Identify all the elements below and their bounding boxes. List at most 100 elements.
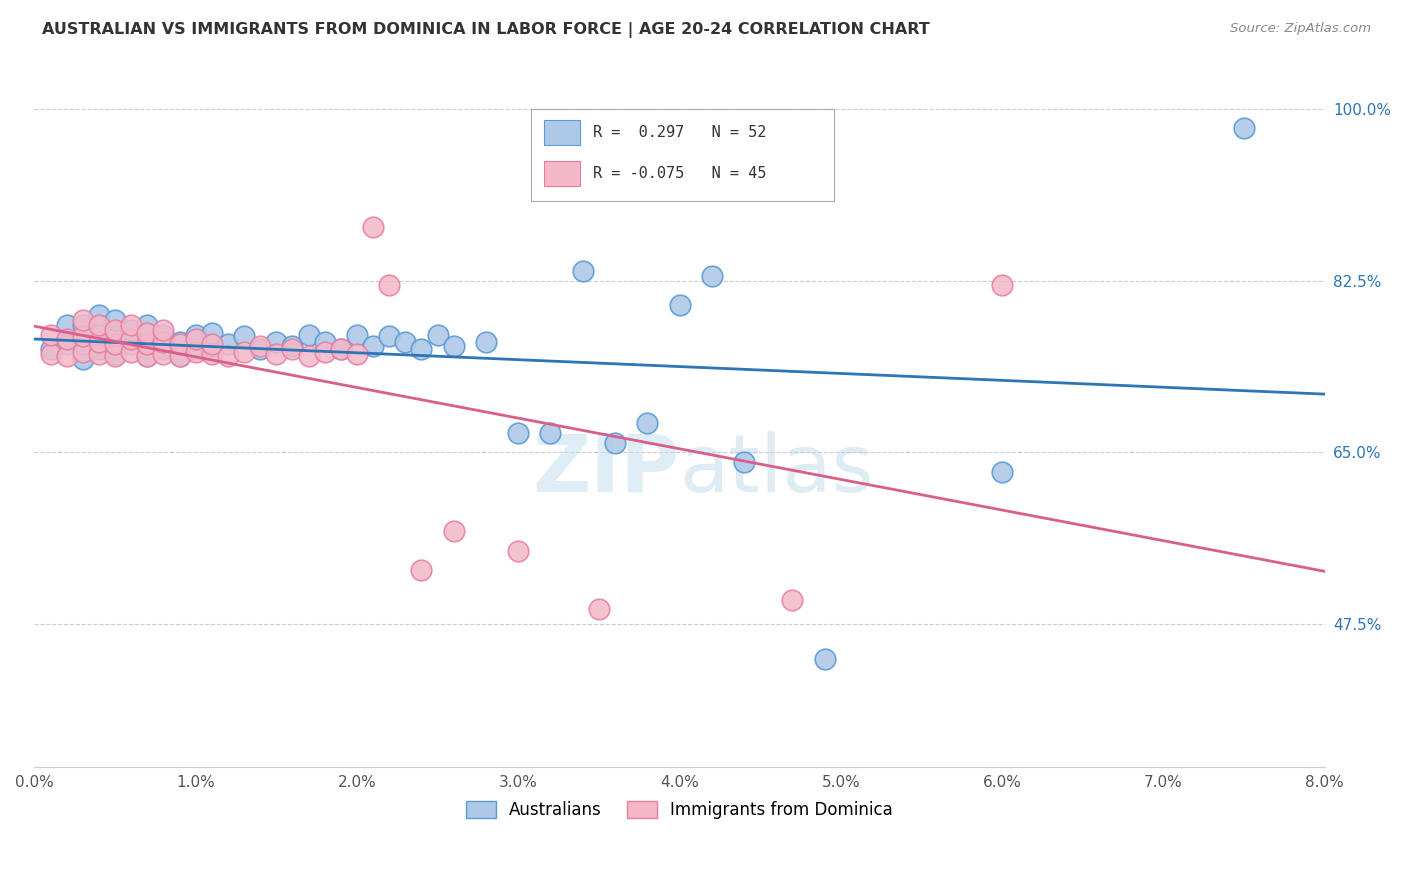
Point [1233, 121, 1256, 136]
Point [249, 343, 271, 357]
Text: R = -0.075   N = 45: R = -0.075 N = 45 [593, 166, 766, 181]
Point [104, 349, 127, 363]
Point [378, 329, 401, 343]
Point [55, 349, 77, 363]
Point [266, 335, 288, 350]
Point [508, 425, 530, 440]
Point [184, 333, 207, 347]
Point [169, 349, 191, 363]
Point [314, 345, 336, 359]
Point [297, 349, 319, 363]
Point [72, 318, 94, 332]
Point [169, 335, 191, 350]
Point [184, 327, 207, 342]
Point [588, 602, 610, 616]
Point [184, 343, 207, 357]
Point [55, 333, 77, 347]
Point [136, 326, 159, 340]
Point [201, 339, 224, 353]
Point [55, 337, 77, 351]
Point [184, 345, 207, 359]
Point [55, 318, 77, 332]
Point [39, 327, 62, 342]
Point [394, 335, 416, 350]
Point [152, 323, 174, 337]
Point [104, 313, 127, 327]
Point [120, 337, 142, 351]
Point [346, 347, 368, 361]
Point [201, 326, 224, 340]
Point [346, 327, 368, 342]
FancyBboxPatch shape [544, 120, 581, 145]
Point [378, 278, 401, 293]
Point [411, 563, 433, 577]
Point [169, 349, 191, 363]
Text: ZIP: ZIP [533, 431, 679, 508]
Point [217, 349, 239, 363]
Point [281, 343, 304, 357]
Point [991, 278, 1014, 293]
Point [603, 435, 626, 450]
Point [87, 308, 110, 322]
Point [249, 339, 271, 353]
Point [361, 219, 384, 234]
Point [72, 337, 94, 351]
Point [668, 298, 690, 312]
Point [426, 327, 449, 342]
Point [733, 455, 755, 469]
Point [329, 343, 352, 357]
Point [201, 347, 224, 361]
Point [72, 329, 94, 343]
Point [87, 327, 110, 342]
Point [136, 349, 159, 363]
Point [361, 339, 384, 353]
Point [266, 347, 288, 361]
Point [169, 337, 191, 351]
Point [233, 329, 256, 343]
Point [72, 352, 94, 367]
Point [104, 337, 127, 351]
Point [87, 318, 110, 332]
Point [297, 327, 319, 342]
Point [104, 329, 127, 343]
Point [136, 349, 159, 363]
Point [281, 339, 304, 353]
Point [39, 347, 62, 361]
Point [104, 323, 127, 337]
Point [72, 313, 94, 327]
Point [508, 543, 530, 558]
Point [571, 263, 593, 277]
Point [411, 343, 433, 357]
FancyBboxPatch shape [544, 161, 581, 186]
Point [152, 335, 174, 350]
Text: atlas: atlas [679, 431, 875, 508]
Point [104, 347, 127, 361]
Point [120, 345, 142, 359]
Text: AUSTRALIAN VS IMMIGRANTS FROM DOMINICA IN LABOR FORCE | AGE 20-24 CORRELATION CH: AUSTRALIAN VS IMMIGRANTS FROM DOMINICA I… [42, 22, 929, 38]
Point [540, 425, 562, 440]
Point [120, 333, 142, 347]
Point [152, 327, 174, 342]
Point [136, 335, 159, 350]
Point [152, 347, 174, 361]
Point [201, 337, 224, 351]
Point [782, 592, 804, 607]
Point [152, 343, 174, 357]
Point [120, 318, 142, 332]
Legend: Australians, Immigrants from Dominica: Australians, Immigrants from Dominica [460, 794, 900, 825]
Point [233, 345, 256, 359]
Point [814, 651, 837, 665]
Point [475, 335, 498, 350]
Point [700, 268, 723, 283]
Point [87, 347, 110, 361]
FancyBboxPatch shape [531, 109, 834, 201]
Point [136, 318, 159, 332]
Point [39, 343, 62, 357]
Text: Source: ZipAtlas.com: Source: ZipAtlas.com [1230, 22, 1371, 36]
Point [87, 343, 110, 357]
Point [136, 337, 159, 351]
Point [329, 343, 352, 357]
Point [443, 339, 465, 353]
Point [636, 416, 658, 430]
Point [217, 337, 239, 351]
